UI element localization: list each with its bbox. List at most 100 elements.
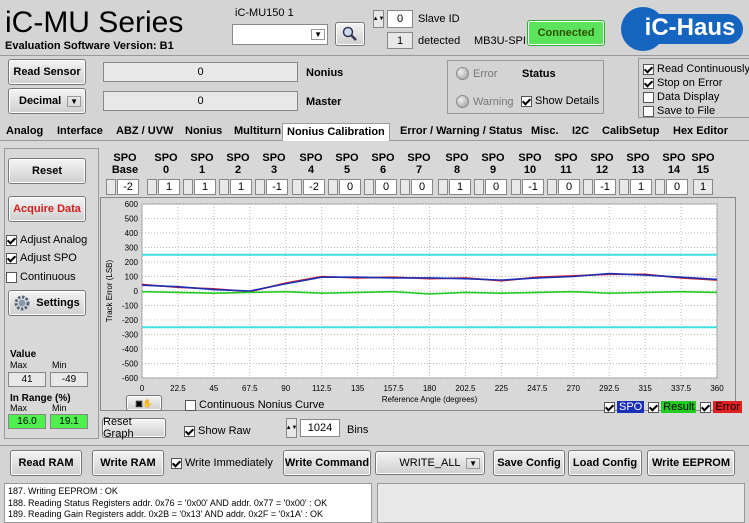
spo-header: SPO 4 [299, 152, 323, 176]
spo-value[interactable]: 0 [375, 179, 397, 195]
connection-button[interactable]: Connected [527, 20, 605, 46]
reset-button[interactable]: Reset [8, 158, 86, 184]
option-checkbox[interactable]: Data Display [643, 91, 719, 103]
write-command-button[interactable]: Write Command [283, 450, 371, 476]
log-line: 189. Reading Gain Registers addr. 0x2B =… [8, 509, 324, 519]
spo-value[interactable]: 0 [485, 179, 507, 195]
x-tick-label: 157.5 [384, 384, 405, 393]
spo-spinner[interactable] [255, 179, 265, 195]
spo-value[interactable]: -2 [117, 179, 139, 195]
bins-spinner[interactable]: ▲▼ [286, 418, 297, 438]
write-eeprom-button[interactable]: Write EEPROM [647, 450, 735, 476]
reset-graph-button[interactable]: Reset Graph [102, 416, 166, 440]
spo-spinner[interactable] [400, 179, 410, 195]
slave-id[interactable]: 0 [387, 10, 413, 28]
tab[interactable]: CalibSetup [602, 125, 660, 137]
adjust-analog-checkbox[interactable]: Adjust Analog [6, 234, 87, 246]
spo-spinner[interactable] [328, 179, 338, 195]
bins-value[interactable]: 1024 [300, 419, 340, 437]
load-config-button[interactable]: Load Config [568, 450, 642, 476]
tab[interactable]: Interface [57, 125, 103, 137]
settings-button[interactable]: Settings [8, 290, 86, 316]
spo-spinner[interactable] [219, 179, 229, 195]
adjust-spo-checkbox[interactable]: Adjust SPO [6, 252, 77, 264]
spo-value[interactable]: 1 [194, 179, 216, 195]
command-dropdown[interactable]: WRITE_ALL ▼ [375, 451, 485, 475]
x-tick-label: 337.5 [671, 384, 692, 393]
checkbox-box [643, 91, 654, 103]
checkbox-label: Adjust SPO [20, 252, 77, 264]
write-immediately-checkbox[interactable]: Write Immediately [171, 457, 273, 469]
spo-spinner[interactable] [183, 179, 193, 195]
format-dropdown[interactable]: Decimal ▼ [8, 88, 86, 114]
x-tick-label: 112.5 [312, 384, 332, 393]
spo-value[interactable]: 1 [449, 179, 471, 195]
continuous-curve-checkbox[interactable]: Continuous Nonius Curve [185, 399, 324, 411]
spo-spinner[interactable] [583, 179, 593, 195]
spo-value[interactable]: 0 [666, 179, 688, 195]
tab[interactable]: Nonius [185, 125, 223, 137]
spo-value[interactable]: -2 [303, 179, 325, 195]
show-details-checkbox[interactable]: Show Details [521, 95, 599, 107]
spo-spinner[interactable] [364, 179, 374, 195]
spo-spinner[interactable] [106, 179, 116, 195]
spo-spinner[interactable] [655, 179, 665, 195]
spo-header: SPO 0 [154, 152, 178, 176]
slave-spinner[interactable]: ▲▼ [373, 10, 384, 28]
graph-tools[interactable]: ▣✋ [126, 395, 162, 411]
spo-value[interactable]: 1 [630, 179, 652, 195]
spo-spinner[interactable] [147, 179, 157, 195]
checkbox-box [604, 401, 615, 413]
spo-value[interactable]: 1 [230, 179, 252, 195]
checkbox-label: Read Continuously [657, 63, 749, 75]
tab[interactable]: Multiturn [234, 125, 282, 137]
status-group [447, 60, 604, 114]
y-tick-label: -200 [122, 316, 139, 325]
spo-spinner[interactable] [438, 179, 448, 195]
spo-header: SPO 2 [226, 152, 250, 176]
write-ram-button[interactable]: Write RAM [92, 450, 164, 476]
spo-header: SPO 10 [518, 152, 542, 176]
search-button[interactable] [335, 22, 365, 46]
continuous-checkbox[interactable]: Continuous [6, 271, 76, 283]
spo-value[interactable]: -1 [266, 179, 288, 195]
tab[interactable]: ABZ / UVW [116, 125, 174, 137]
spo-spinner[interactable] [511, 179, 521, 195]
option-checkbox[interactable]: Read Continuously [643, 63, 749, 75]
spo-spinner[interactable] [474, 179, 484, 195]
spo-value[interactable]: 0 [558, 179, 580, 195]
tab[interactable]: I2C [572, 125, 590, 137]
tab[interactable]: Nonius Calibration [282, 123, 390, 141]
tab[interactable]: Hex Editor [673, 125, 729, 137]
spo-spinner[interactable] [619, 179, 629, 195]
value-min-label: Min [52, 360, 67, 370]
legend-entry[interactable]: SPO [604, 401, 645, 413]
spo-value[interactable]: 0 [411, 179, 433, 195]
legend-entry[interactable]: Result [648, 401, 697, 413]
read-sensor-button[interactable]: Read Sensor [8, 59, 86, 85]
y-tick-label: 600 [125, 200, 139, 209]
device-dropdown[interactable]: ▼ [232, 24, 328, 45]
spo-spinner[interactable] [292, 179, 302, 195]
option-checkbox[interactable]: Save to File [643, 105, 715, 117]
spo-value[interactable]: 0 [339, 179, 361, 195]
spo-value[interactable]: -1 [594, 179, 616, 195]
bins-label: Bins [347, 424, 369, 436]
read-ram-button[interactable]: Read RAM [10, 450, 82, 476]
spo-spinner[interactable] [547, 179, 557, 195]
option-checkbox[interactable]: Stop on Error [643, 77, 722, 89]
x-tick-label: 225 [495, 384, 509, 393]
tab[interactable]: Error / Warning / Status [400, 125, 523, 137]
spo-value[interactable]: 1 [158, 179, 180, 195]
y-tick-label: 0 [134, 287, 139, 296]
x-axis-label: Reference Angle (degrees) [382, 395, 478, 404]
acquire-button[interactable]: Acquire Data [8, 196, 86, 222]
spo-value[interactable]: -1 [522, 179, 544, 195]
legend-entry[interactable]: Error [700, 401, 742, 413]
x-tick-label: 270 [567, 384, 581, 393]
tab[interactable]: Misc. [531, 125, 559, 137]
save-config-button[interactable]: Save Config [493, 450, 565, 476]
show-raw-checkbox[interactable]: Show Raw [184, 425, 251, 437]
tab[interactable]: Analog [6, 125, 44, 137]
checkbox-label: Continuous [20, 271, 76, 283]
